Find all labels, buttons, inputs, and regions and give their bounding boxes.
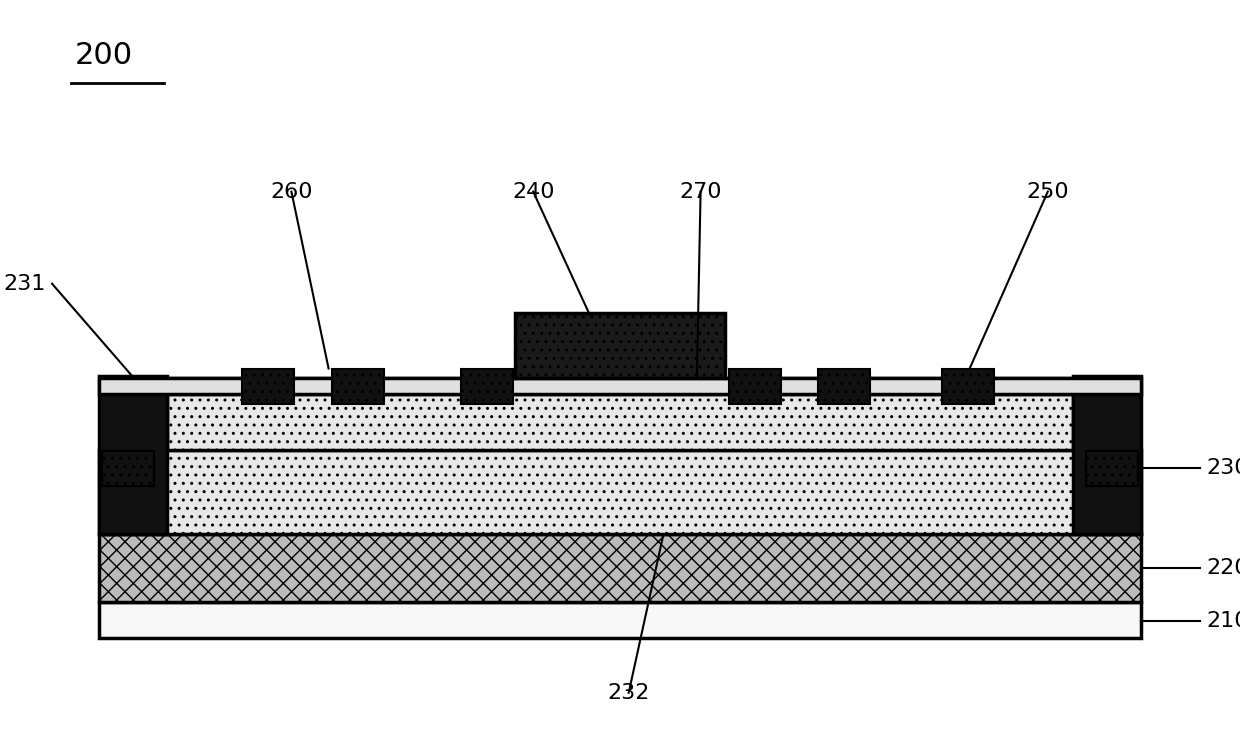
Text: 260: 260 xyxy=(270,181,312,202)
Bar xyxy=(332,368,384,404)
Bar xyxy=(102,451,154,486)
Bar xyxy=(515,313,725,378)
Text: 210: 210 xyxy=(1207,610,1240,631)
Bar xyxy=(167,378,1073,394)
Bar xyxy=(99,450,1141,534)
Bar xyxy=(99,534,1141,602)
Text: 250: 250 xyxy=(1027,181,1069,202)
Bar xyxy=(1086,451,1138,486)
Bar xyxy=(242,368,294,404)
Bar xyxy=(818,368,870,404)
Bar xyxy=(461,368,513,404)
Bar xyxy=(167,391,1073,450)
Bar xyxy=(729,368,781,404)
Bar xyxy=(942,368,994,404)
Bar xyxy=(99,378,1141,394)
Bar xyxy=(99,376,167,534)
Text: 220: 220 xyxy=(1207,558,1240,579)
Bar xyxy=(1073,376,1141,534)
Bar xyxy=(99,602,1141,638)
Text: 240: 240 xyxy=(512,181,554,202)
Text: 200: 200 xyxy=(74,41,133,69)
Text: 230: 230 xyxy=(1207,458,1240,478)
Text: 232: 232 xyxy=(608,682,650,703)
Text: 231: 231 xyxy=(4,273,46,294)
Text: 270: 270 xyxy=(680,181,722,202)
